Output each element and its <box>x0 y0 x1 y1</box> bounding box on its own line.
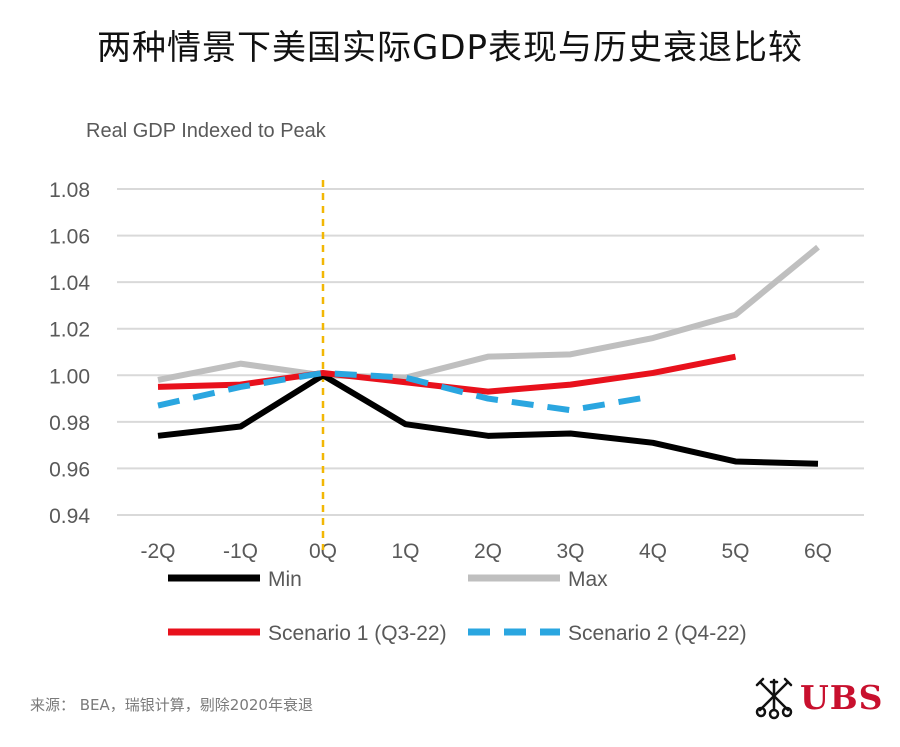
y-tick-label: 0.94 <box>49 505 90 528</box>
x-tick-label: 1Q <box>391 540 419 563</box>
x-tick-label: -1Q <box>223 540 258 563</box>
x-tick-label: 0Q <box>309 540 337 563</box>
series-line-max <box>157 244 820 383</box>
source-note: 来源： BEA，瑞银计算，剔除2020年衰退 <box>30 696 313 714</box>
legend-label-scenario1: Scenario 1 (Q3-22) <box>268 622 447 645</box>
series-line-scenario2 <box>157 369 654 414</box>
x-tick-label: 4Q <box>639 540 667 563</box>
x-tick-label: 5Q <box>721 540 749 563</box>
x-tick-label: -2Q <box>140 540 175 563</box>
y-tick-label: 1.08 <box>49 179 90 202</box>
y-tick-label: 1.06 <box>49 226 90 249</box>
legend-label-max: Max <box>568 568 608 591</box>
y-tick-label: 0.98 <box>49 412 90 435</box>
chart: Real GDP Indexed to Peak 1.081.061.041.0… <box>49 120 864 645</box>
y-tick-label: 1.04 <box>49 272 90 295</box>
y-axis-label: Real GDP Indexed to Peak <box>86 120 327 142</box>
keys-icon <box>755 677 793 720</box>
y-axis-ticks: 1.08 1.06 1.04 1.02 1.00 0.98 0.96 0.94 <box>49 179 90 528</box>
x-tick-label: 3Q <box>556 540 584 563</box>
series-line-min <box>157 372 819 467</box>
y-tick-label: 1.00 <box>49 365 90 388</box>
x-tick-label: 2Q <box>474 540 502 563</box>
series-group <box>157 244 820 467</box>
chart-title: 两种情景下美国实际GDP表现与历史衰退比较 <box>96 28 804 68</box>
legend-label-scenario2: Scenario 2 (Q4-22) <box>568 622 747 645</box>
legend-label-min: Min <box>268 568 302 591</box>
x-axis-ticks: -2Q -1Q 0Q 1Q 2Q 3Q 4Q 5Q 6Q <box>140 540 832 563</box>
x-tick-label: 6Q <box>804 540 832 563</box>
logo-text: UBS <box>800 678 884 717</box>
legend: Min Max Scenario 1 (Q3-22) Scenario 2 (Q4-2… <box>168 568 747 645</box>
gridlines <box>117 188 864 516</box>
ubs-logo: UBS <box>752 676 884 720</box>
y-tick-label: 0.96 <box>49 458 90 481</box>
y-tick-label: 1.02 <box>49 319 90 342</box>
